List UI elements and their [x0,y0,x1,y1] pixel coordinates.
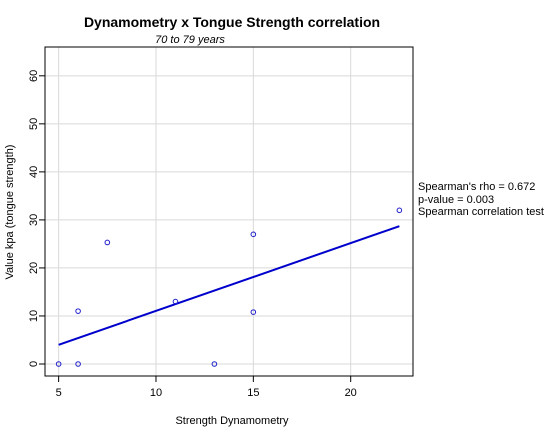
x-axis-label: Strength Dynamometry [175,415,289,427]
data-point [211,361,218,367]
x-tick-label: 15 [247,387,259,399]
y-tick-label: 30 [28,214,40,226]
data-point [396,207,403,214]
y-tick-label: 50 [28,118,40,130]
x-tick-label: 5 [56,387,62,399]
chart-title: Dynamometry x Tongue Strength correlatio… [84,14,380,30]
data-point [75,308,81,314]
x-tick-label: 20 [345,387,357,399]
data-point [172,298,179,305]
y-tick-label: 0 [28,361,40,367]
data-point [75,361,81,367]
plot-frame [44,46,414,377]
y-tick-label: 60 [28,70,40,82]
annotation-test: Spearman correlation test [418,206,544,218]
y-axis-label: Value kpa (tongue strength) [4,145,16,280]
data-point [250,231,257,238]
x-axis: 5 10 15 20 [56,376,357,399]
x-tick-label: 10 [150,387,162,399]
data-point [104,239,111,246]
y-tick-label: 20 [28,262,40,274]
annotation-pvalue: p-value = 0.003 [418,194,494,206]
data-point [55,361,62,367]
data-points [55,207,403,367]
y-tick-label: 40 [28,166,40,178]
y-tick-label: 10 [28,310,40,322]
annotation-rho: Spearman's rho = 0.672 [418,181,535,193]
chart-subtitle: 70 to 79 years [155,34,225,46]
data-point [250,309,257,315]
y-axis: 0 10 20 30 40 50 60 [28,70,45,367]
grid [45,47,413,376]
fit-line [58,225,400,346]
